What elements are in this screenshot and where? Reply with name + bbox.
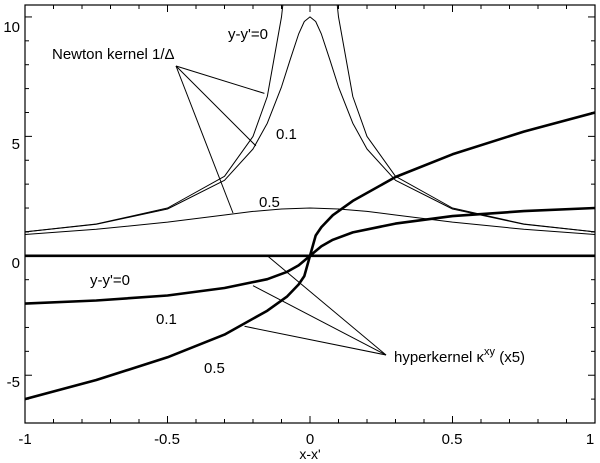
newton-label-yy0: y-y'=0 xyxy=(228,26,268,43)
newton-curve-05-3 xyxy=(25,207,595,235)
hyper-leader-yy0 xyxy=(266,255,387,356)
hyperkernel-superscript: xy xyxy=(484,346,496,358)
newton-kernel-callout: Newton kernel 1/Δ xyxy=(52,46,175,63)
x-tick-label: -1 xyxy=(18,431,31,448)
newton-label-yy05: 0.5 xyxy=(259,194,280,211)
x-axis-title: x-x' xyxy=(299,446,320,462)
hyperkernel-suffix: (x5) xyxy=(495,349,525,366)
hyperkernel-label-yy0: y-y'=0 xyxy=(90,272,130,289)
y-tick-labels: -5 0 5 10 xyxy=(3,19,20,391)
x-tick-label: 1 xyxy=(586,431,594,448)
hyperkernel-label-yy01: 0.1 xyxy=(156,311,177,328)
newton-leader-yy05 xyxy=(175,65,234,214)
leader-lines xyxy=(175,65,387,356)
x-tick-label: 0.5 xyxy=(442,431,463,448)
newton-curve-01-2 xyxy=(25,16,595,233)
newton-label-yy01: 0.1 xyxy=(276,126,297,143)
hyperkernel-callout: hyperkernel κxy (x5) xyxy=(394,346,525,366)
newton-leader-yy0 xyxy=(175,65,265,94)
x-tick-label: 0 xyxy=(306,431,314,448)
tick-marks xyxy=(24,5,596,423)
hyper-leader-yy01 xyxy=(252,285,387,356)
y-tick-label: 0 xyxy=(12,255,20,272)
hyperkernel-callout-text: hyperkernel κ xyxy=(394,349,485,366)
hyper-leader-yy05 xyxy=(244,325,387,356)
x-tick-label: -0.5 xyxy=(154,431,180,448)
hyperkernel-label-yy05: 0.5 xyxy=(204,360,225,377)
series-layer xyxy=(25,5,595,401)
annotations: y-y'=0 Newton kernel 1/Δ 0.1 0.5 y-y'=0 … xyxy=(52,26,525,377)
newton-curve-0-1 xyxy=(336,5,595,233)
x-tick-labels: -1 -0.5 0 0.5 1 xyxy=(18,431,594,448)
hyperkernel-curve-05-6 xyxy=(25,111,595,401)
newton-leader-yy01 xyxy=(175,65,257,147)
y-tick-label: 10 xyxy=(3,19,20,36)
y-tick-label: 5 xyxy=(12,136,20,153)
y-tick-label: -5 xyxy=(7,374,20,391)
